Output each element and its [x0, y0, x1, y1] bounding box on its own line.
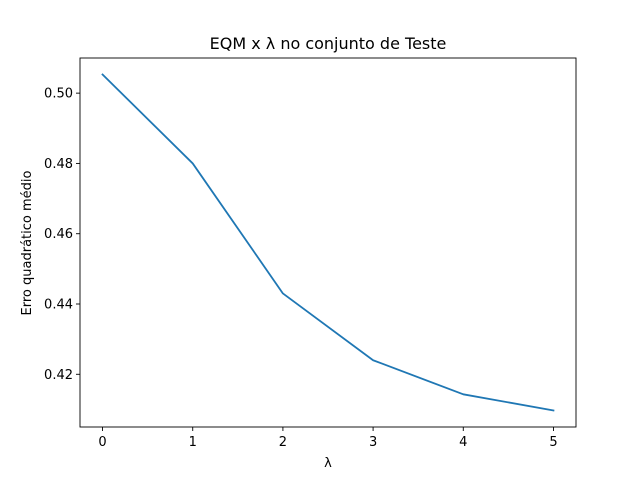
- x-tick-label: 4: [459, 435, 467, 450]
- y-tick-label: 0.50: [44, 87, 73, 102]
- x-tick-label: 3: [369, 435, 377, 450]
- x-tick-label: 5: [549, 435, 557, 450]
- y-tick-label: 0.46: [44, 227, 73, 242]
- x-tick-label: 2: [279, 435, 287, 450]
- plot-area: 0 1 2 3 4 5 0.42 0.44 0.46 0.48 0.50: [44, 57, 577, 450]
- y-axis-label: Erro quadrático médio: [20, 170, 35, 315]
- chart-title: EQM x λ no conjunto de Teste: [210, 34, 447, 53]
- x-axis-label: λ: [324, 456, 332, 471]
- x-tick-label: 0: [98, 435, 106, 450]
- x-tick-label: 1: [189, 435, 197, 450]
- y-tick-label: 0.42: [44, 368, 73, 383]
- y-tick-label: 0.44: [44, 298, 73, 313]
- series-line-0: [101, 73, 555, 412]
- axes-frame: [79, 57, 577, 428]
- y-tick-label: 0.48: [44, 157, 73, 172]
